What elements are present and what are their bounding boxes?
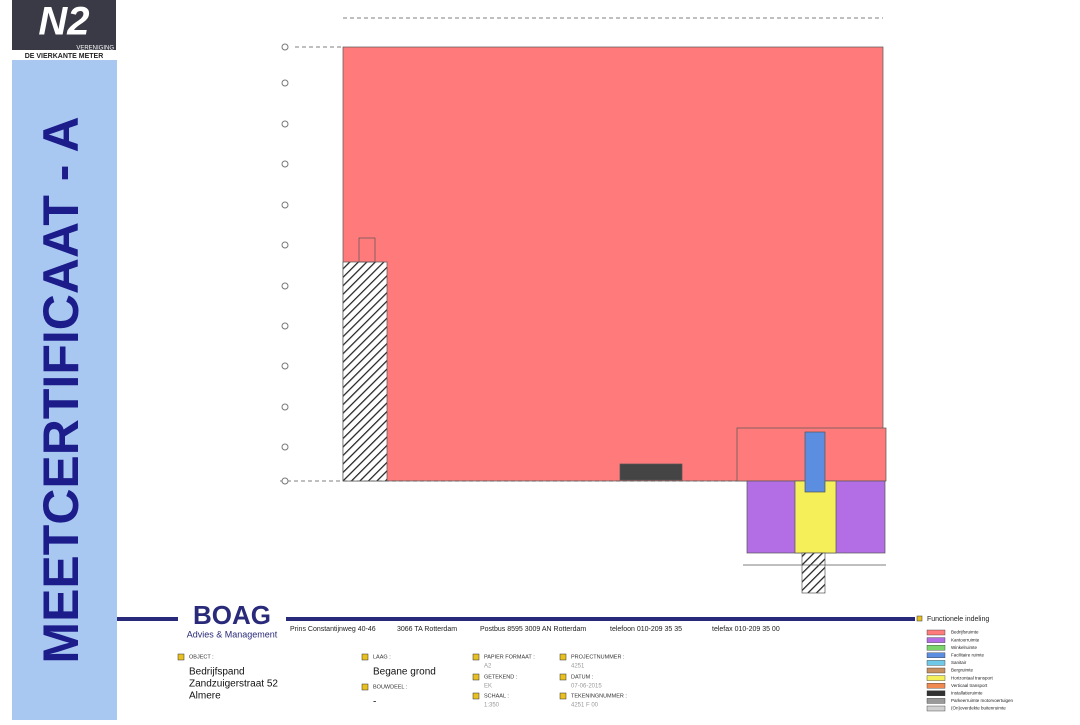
boag-bg bbox=[178, 604, 286, 630]
address-line: telefoon 010-209 35 35 bbox=[610, 626, 682, 633]
legend-label: Parkeerruimte motorvoertuigen bbox=[951, 698, 1014, 703]
field-value: 4251 F 00 bbox=[571, 703, 599, 709]
legend-swatch bbox=[926, 690, 946, 696]
legend-swatch bbox=[926, 629, 946, 636]
legend-label: Bergruimte bbox=[951, 668, 974, 673]
field-value: Begane grond bbox=[373, 667, 436, 678]
title-bar bbox=[117, 617, 915, 621]
logo-line2: DE VIERKANTE METER bbox=[25, 53, 104, 60]
field-bullet bbox=[559, 673, 567, 681]
legend-swatch bbox=[926, 652, 946, 658]
legend-swatch bbox=[926, 637, 946, 643]
field-label: GETEKEND : bbox=[484, 674, 518, 680]
legend-swatch bbox=[926, 705, 946, 712]
field-value: A2 bbox=[484, 664, 492, 670]
field-label: PROJECTNUMMER : bbox=[571, 654, 625, 660]
address-line: Postbus 8595 3009 AN Rotterdam bbox=[480, 626, 586, 633]
address-line: Prins Constantijnweg 40-46 bbox=[290, 626, 376, 633]
floor-plan bbox=[280, 17, 887, 594]
logo-block bbox=[12, 0, 116, 50]
field-value: Zandzuigerstraat 52 bbox=[189, 679, 278, 690]
grid-marker bbox=[281, 282, 289, 290]
grid-markers bbox=[281, 43, 289, 485]
grid-marker bbox=[281, 362, 289, 370]
field-bullet bbox=[472, 692, 480, 700]
legend-swatch bbox=[926, 667, 946, 674]
legend-label: Installatieruimte bbox=[951, 690, 983, 695]
legend-label: Facilitaire ruimte bbox=[951, 652, 985, 657]
address-line: 3066 TA Rotterdam bbox=[397, 626, 457, 633]
field-label: OBJECT : bbox=[189, 654, 214, 660]
grid-marker bbox=[281, 241, 289, 249]
grid-marker bbox=[281, 43, 289, 51]
legend-label: Sanitair bbox=[951, 660, 967, 665]
company-name: BOAG bbox=[193, 600, 271, 630]
legend-label: Bedrijfsruimte bbox=[951, 630, 979, 635]
grid-marker bbox=[281, 79, 289, 87]
grid-marker bbox=[281, 403, 289, 411]
legend-swatch bbox=[926, 660, 946, 666]
field-value: EK bbox=[484, 684, 492, 690]
field-label: LAAG : bbox=[373, 654, 391, 660]
legend-swatch bbox=[926, 675, 946, 681]
legend-swatch bbox=[926, 698, 946, 704]
field-value: - bbox=[373, 697, 376, 708]
grid-marker bbox=[281, 201, 289, 209]
legend-label: Winkelruimte bbox=[951, 645, 978, 650]
field-value: Almere bbox=[189, 691, 221, 702]
legend-label: Horizontaal transport bbox=[951, 675, 994, 680]
field-bullet bbox=[559, 653, 567, 661]
grid-marker bbox=[281, 477, 289, 485]
grid-marker bbox=[281, 322, 289, 330]
field-bullet bbox=[472, 673, 480, 681]
field-bullet bbox=[361, 683, 369, 691]
logo-line1: VERENIGING bbox=[76, 46, 114, 52]
legend-swatch bbox=[926, 645, 946, 651]
logo-mark: N2 bbox=[38, 0, 89, 44]
field-label: PAPIER FORMAAT : bbox=[484, 654, 535, 660]
legend-label: Verticaal transport bbox=[951, 683, 988, 688]
side-strip bbox=[12, 60, 117, 720]
company-tagline: Advies & Management bbox=[187, 629, 278, 639]
field-label: DATUM : bbox=[571, 674, 594, 680]
field-value: Bedrijfspand bbox=[189, 667, 245, 678]
field-bullet bbox=[472, 653, 480, 661]
field-value: 07-06-2015 bbox=[571, 684, 602, 690]
grid-marker bbox=[281, 443, 289, 451]
legend-label: (On)overdekte buitenruimte bbox=[951, 706, 1006, 711]
address-line: telefax 010-209 35 00 bbox=[712, 626, 780, 633]
legend-swatch bbox=[926, 683, 946, 689]
legend-bullet bbox=[916, 615, 923, 622]
legend-label: Kantoorruimte bbox=[951, 637, 980, 642]
field-value: 4251 bbox=[571, 664, 585, 670]
field-label: BOUWDEEL : bbox=[373, 684, 408, 690]
field-label: TEKENINGNUMMER : bbox=[571, 693, 627, 699]
field-bullet bbox=[361, 653, 369, 661]
grid-marker bbox=[281, 160, 289, 168]
field-bullet bbox=[177, 653, 185, 661]
legend-title: Functionele indeling bbox=[927, 616, 989, 623]
field-bullet bbox=[559, 692, 567, 700]
field-value: 1:350 bbox=[484, 703, 500, 709]
field-label: SCHAAL : bbox=[484, 693, 509, 699]
grid-marker bbox=[281, 120, 289, 128]
side-title: MEETCERTIFICAAT - A bbox=[33, 116, 89, 663]
